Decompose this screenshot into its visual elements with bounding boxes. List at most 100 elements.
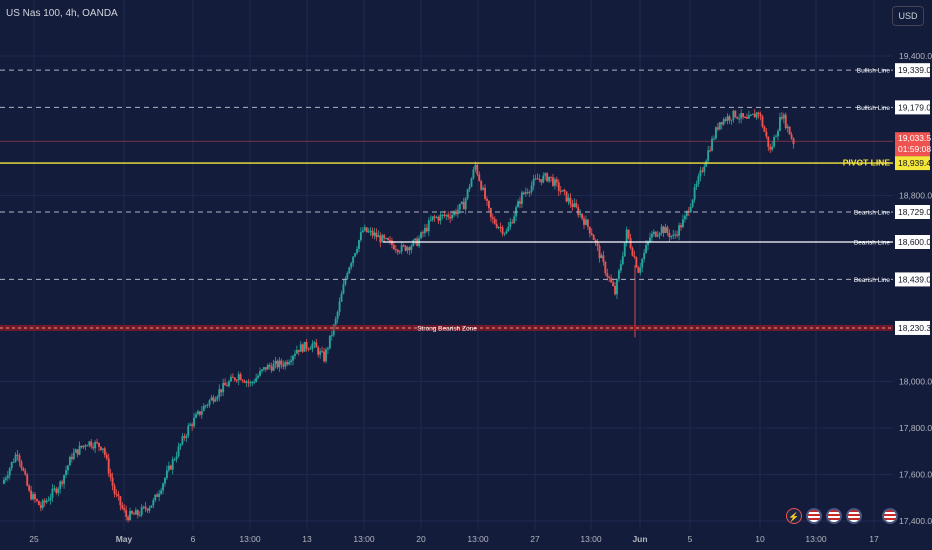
candle-body: [598, 246, 601, 259]
candle-body: [387, 238, 390, 241]
candle-body: [412, 240, 415, 246]
candle-body: [169, 465, 172, 470]
candle-body: [429, 220, 432, 222]
candle-body: [65, 470, 67, 476]
candle-body: [443, 214, 446, 216]
candle-body: [233, 377, 236, 381]
currency-button[interactable]: USD: [892, 6, 924, 26]
x-axis-tick-label: 13:00: [805, 534, 827, 544]
candle-body: [185, 435, 188, 438]
level-line-label: Bearish Line: [854, 277, 891, 284]
candle-body: [117, 494, 120, 497]
candle-body: [210, 397, 213, 401]
candle-body: [105, 454, 108, 459]
candle-body: [379, 235, 382, 243]
candle-body: [10, 461, 13, 469]
candle-body: [206, 404, 209, 406]
candle-body: [121, 505, 124, 509]
candle-body: [150, 505, 153, 508]
candle-body: [472, 169, 475, 179]
candle-body: [129, 511, 131, 521]
candle-body: [156, 494, 159, 497]
candle-body: [334, 319, 337, 325]
us-flag-icon[interactable]: [806, 508, 822, 524]
candle-body: [167, 465, 170, 471]
candle-body: [571, 203, 574, 208]
candle-body: [226, 385, 228, 387]
x-axis-tick-label: Jun: [632, 534, 647, 544]
candle-body: [453, 211, 455, 215]
y-axis-tick-label: 17,800.0: [899, 423, 932, 433]
candle-body: [594, 240, 597, 242]
candle-body: [678, 225, 681, 236]
candle-body: [602, 255, 605, 262]
candle-body: [228, 381, 230, 387]
candle-body: [604, 261, 607, 274]
candle-body: [670, 235, 673, 238]
candle-body: [224, 382, 227, 386]
candle-body: [148, 507, 151, 511]
candle-body: [398, 251, 401, 253]
candle-body: [195, 414, 197, 418]
candle-body: [253, 382, 256, 384]
candle-body: [509, 222, 512, 227]
candle-body: [53, 488, 56, 490]
candle-body: [369, 230, 372, 232]
candle-body: [668, 232, 671, 238]
candle-body: [736, 117, 739, 119]
candle-body: [12, 461, 15, 463]
candle-body: [262, 367, 265, 370]
candle-body: [4, 478, 7, 480]
us-flag-icon[interactable]: [882, 508, 898, 524]
candle-body: [709, 150, 712, 152]
candle-body: [749, 114, 752, 116]
candle-body: [348, 267, 351, 274]
candle-body: [295, 349, 298, 354]
candle-body: [193, 417, 196, 427]
candle-body: [111, 477, 114, 486]
flash-icon[interactable]: ⚡: [786, 508, 802, 524]
candle-body: [290, 360, 293, 363]
candle-body: [359, 232, 362, 241]
candle-body: [532, 179, 535, 186]
candle-body: [74, 449, 77, 453]
zone-label: Strong Bearish Zone: [417, 325, 477, 332]
candle-body: [608, 276, 611, 278]
candle-body: [656, 235, 659, 237]
candle-body: [550, 176, 552, 178]
candle-body: [373, 232, 376, 236]
candle-body: [584, 219, 587, 225]
candle-body: [612, 282, 615, 286]
candle-body: [22, 468, 25, 471]
us-flag-icon[interactable]: [826, 508, 842, 524]
candle-body: [788, 126, 791, 135]
candle-body: [239, 374, 242, 380]
candle-body: [474, 164, 477, 170]
candle-body: [32, 494, 34, 500]
candle-body: [588, 226, 591, 234]
candle-body: [695, 183, 698, 188]
candle-body: [716, 127, 719, 130]
level-line-label: Bullish Line: [857, 105, 891, 112]
candle-body: [491, 217, 494, 219]
candle-body: [660, 226, 663, 234]
candle-body: [786, 126, 789, 129]
candle-body: [771, 146, 774, 150]
candle-body: [530, 185, 533, 192]
candle-body: [526, 192, 529, 194]
us-flag-icon[interactable]: [846, 508, 862, 524]
candle-body: [542, 175, 545, 183]
candle-body: [606, 273, 609, 277]
candle-body: [672, 234, 675, 236]
candle-body: [627, 229, 630, 239]
candle-body: [460, 201, 463, 204]
candle-body: [127, 516, 130, 521]
candle-body: [191, 424, 194, 427]
level-price-label: 18,439.0: [898, 274, 931, 284]
candle-body: [489, 208, 492, 218]
candle-body: [689, 206, 692, 213]
candle-body: [352, 256, 355, 264]
candle-body: [175, 456, 178, 460]
candle-body: [680, 225, 682, 228]
